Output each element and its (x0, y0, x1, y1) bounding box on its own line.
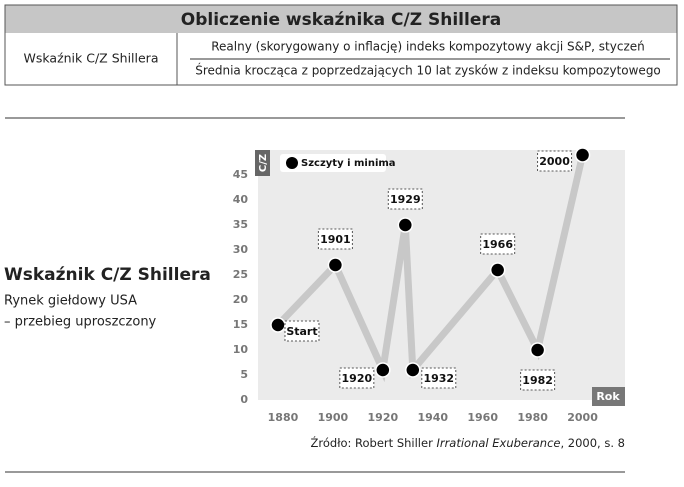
x-tick-label: 1880 (268, 411, 299, 424)
y-tick-label: 10 (233, 343, 249, 356)
source: Źródło: Robert Shiller Irrational Exuber… (311, 435, 625, 450)
point-label-box (537, 150, 573, 172)
point-label: 1901 (320, 233, 351, 246)
line (275, 154, 586, 383)
point-label: 1920 (342, 372, 373, 385)
y-tick-label: 30 (233, 243, 249, 256)
point-label-box (317, 228, 353, 250)
y-tick-label: 45 (233, 168, 248, 181)
y-tick-label: 25 (233, 268, 248, 281)
y-tick-label: 20 (233, 293, 249, 306)
row-label: Wskaźnik C/Z Shillera (24, 51, 159, 66)
x-tick-label: 1940 (417, 411, 448, 424)
x-label-box (592, 387, 625, 406)
denominator: Średnia krocząca z poprzedzających 10 la… (195, 63, 661, 78)
x-axis-label: Rok (596, 390, 620, 403)
point-label-box (480, 233, 516, 255)
source-suffix: , 2000, s. 8 (560, 436, 625, 450)
y-axis-label: C/Z (258, 154, 269, 172)
point-label-box (421, 367, 457, 389)
source-prefix: Źródło: Robert Shiller (311, 435, 437, 450)
side-title: Wskaźnik C/Z Shillera (4, 265, 211, 285)
y-label-box (255, 150, 270, 176)
side-line: – przebieg uproszczony (4, 315, 157, 330)
point-label: Start (286, 325, 317, 338)
x-tick-label: 1980 (517, 411, 548, 424)
data-point (489, 262, 506, 278)
point-label: 1929 (390, 193, 421, 206)
y-tick-label: 35 (233, 218, 248, 231)
side-line: Rynek giełdowy USA (4, 294, 137, 309)
legend-label: Szczyty i minima (301, 158, 396, 169)
source-book: Irrational Exuberance (436, 436, 560, 450)
x-tick-label: 2000 (567, 411, 598, 424)
plot-area (258, 150, 625, 400)
x-tick-label: 1920 (368, 411, 399, 424)
point-label: 1982 (522, 374, 553, 387)
data-point (397, 217, 414, 233)
data-point (405, 362, 421, 378)
header-box (4, 4, 678, 86)
x-tick-label: 1960 (467, 411, 498, 424)
point-label-box (520, 369, 556, 391)
legend-box (280, 154, 386, 172)
legend-marker (286, 157, 298, 169)
data-point (270, 317, 286, 333)
data-point (574, 147, 591, 163)
data-point (375, 362, 391, 378)
header-band (5, 5, 677, 33)
x-tick-label: 1900 (318, 411, 349, 424)
y-tick-label: 5 (240, 368, 248, 381)
point-label: 1966 (482, 238, 513, 251)
y-tick-label: 40 (233, 193, 249, 206)
point-label: 1932 (423, 372, 454, 385)
numerator: Realny (skorygowany o inflację) indeks k… (211, 40, 645, 54)
y-tick-label: 0 (240, 393, 248, 406)
data-point (529, 342, 546, 358)
data-point (327, 257, 344, 273)
point-label-box (387, 188, 423, 210)
y-tick-label: 15 (233, 318, 248, 331)
point-label-box (284, 320, 320, 342)
table-title: Obliczenie wskaźnika C/Z Shillera (181, 10, 501, 30)
point-label-box (339, 367, 375, 389)
point-label: 2000 (539, 155, 570, 168)
